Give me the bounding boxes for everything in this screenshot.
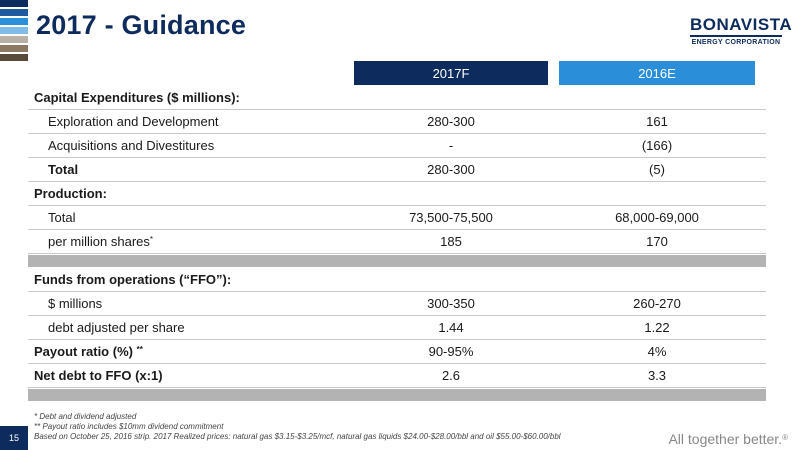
footnote-marker: *: [149, 235, 153, 244]
section-label: Production:: [34, 186, 107, 201]
column-header-2016e: 2016E: [559, 61, 755, 85]
value-2016e: 161: [646, 114, 668, 129]
value-2016e: 260-270: [633, 296, 681, 311]
row-label: Total: [48, 210, 76, 225]
table-row: Production:: [28, 182, 766, 206]
table-row: $ millions 300-350 260-270: [28, 292, 766, 316]
value-2017f: 2.6: [441, 368, 461, 383]
column-header-2017f: 2017F: [354, 61, 548, 85]
footnote: ** Payout ratio includes $10mm dividend …: [34, 422, 224, 431]
section-divider: [28, 389, 766, 401]
stripe: [0, 0, 28, 7]
row-label-text: Payout ratio (%): [34, 344, 133, 359]
section-label: Funds from operations (“FFO”):: [34, 272, 232, 287]
row-label: Payout ratio (%) **: [34, 344, 143, 359]
tagline: All together better.®: [668, 431, 788, 447]
table-row: Total 280-300 (5): [28, 158, 766, 182]
table-row: per million shares* 185 170: [28, 230, 766, 254]
table-row: Acquisitions and Divestitures - (166): [28, 134, 766, 158]
value-2017f: 90-95%: [428, 344, 474, 359]
value-2017f: 280-300: [427, 114, 475, 129]
table-row: Payout ratio (%) ** 90-95% 4%: [28, 340, 766, 364]
value-2017f: 300-350: [427, 296, 475, 311]
value-2016e: 4%: [647, 344, 667, 359]
stripe: [0, 18, 28, 25]
value-2016e: 1.22: [644, 320, 670, 335]
footnote: Based on October 25, 2016 strip. 2017 Re…: [34, 432, 561, 441]
value-2016e: (5): [649, 162, 665, 177]
section-divider: [28, 255, 766, 267]
row-label: Net debt to FFO (x:1): [34, 368, 163, 383]
table-row: Funds from operations (“FFO”):: [28, 268, 766, 292]
table-row: Total 73,500-75,500 68,000-69,000: [28, 206, 766, 230]
row-label: $ millions: [48, 296, 103, 311]
value-2017f: 185: [440, 234, 462, 249]
table-row: Exploration and Development 280-300 161: [28, 110, 766, 134]
section-label: Capital Expenditures ($ millions):: [34, 90, 240, 105]
logo-subtitle: ENERGY CORPORATION: [690, 35, 782, 46]
value-2017f: -: [448, 138, 454, 153]
value-2017f: 73,500-75,500: [409, 210, 493, 225]
page-number: 15: [0, 426, 28, 450]
table-row: Net debt to FFO (x:1) 2.6 3.3: [28, 364, 766, 388]
value-2016e: (166): [641, 138, 673, 153]
value-2016e: 170: [646, 234, 668, 249]
footnote: * Debt and dividend adjusted: [34, 412, 137, 421]
logo-wordmark: BONAVISTA: [690, 15, 793, 34]
registered-mark: ®: [782, 433, 788, 442]
table-row: Capital Expenditures ($ millions):: [28, 86, 766, 110]
footnote-marker: **: [136, 345, 143, 354]
stripe: [0, 9, 28, 16]
stripe: [0, 45, 28, 52]
stripe: [0, 36, 28, 43]
row-label: Acquisitions and Divestitures: [48, 138, 215, 153]
page-title: 2017 - Guidance: [36, 10, 247, 40]
row-label-text: per million shares: [48, 234, 150, 249]
value-2017f: 1.44: [438, 320, 464, 335]
value-2017f: 280-300: [427, 162, 475, 177]
table-row: debt adjusted per share 1.44 1.22: [28, 316, 766, 340]
stripe: [0, 54, 28, 61]
footnotes: * Debt and dividend adjusted ** Payout r…: [34, 412, 561, 442]
row-label: per million shares*: [48, 234, 153, 249]
company-logo: BONAVISTA ENERGY CORPORATION: [690, 15, 793, 46]
tagline-text: All together better.: [668, 431, 783, 447]
brand-stripes: [0, 0, 28, 63]
stripe: [0, 27, 28, 34]
row-label: Exploration and Development: [48, 114, 219, 129]
value-2016e: 68,000-69,000: [615, 210, 699, 225]
row-label: Total: [48, 162, 79, 177]
value-2016e: 3.3: [647, 368, 667, 383]
row-label: debt adjusted per share: [48, 320, 185, 335]
